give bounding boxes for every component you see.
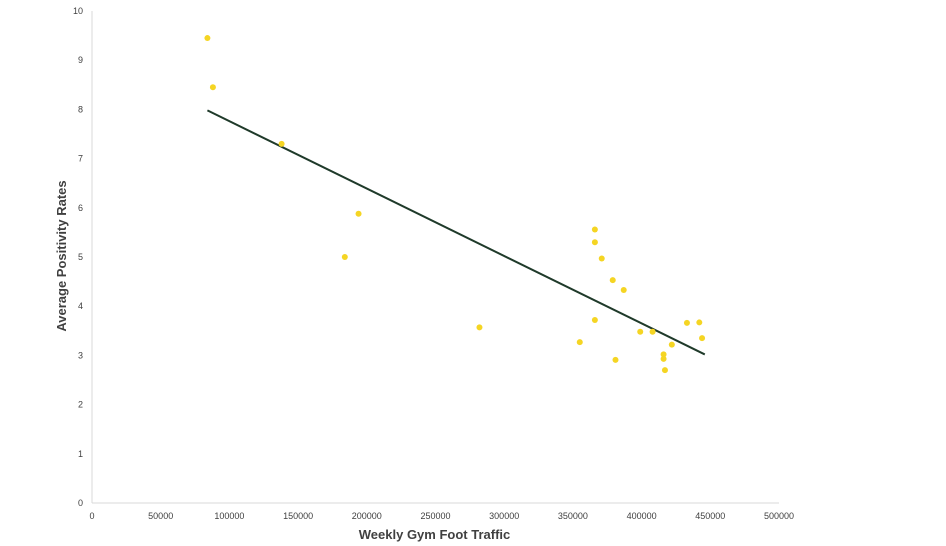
x-tick-label: 50000: [148, 511, 173, 521]
x-tick-label: 350000: [558, 511, 588, 521]
x-tick-label: 300000: [489, 511, 519, 521]
x-tick-label: 250000: [420, 511, 450, 521]
data-point: [637, 328, 644, 335]
data-point: [355, 210, 362, 217]
data-point: [660, 351, 667, 358]
y-tick-label: 2: [78, 400, 83, 410]
data-point: [598, 255, 605, 262]
y-tick-label: 3: [78, 350, 83, 360]
data-point: [576, 339, 583, 346]
y-tick-label: 5: [78, 252, 83, 262]
data-point: [609, 277, 616, 284]
data-point: [661, 367, 668, 374]
data-point: [476, 324, 483, 331]
data-point: [620, 286, 627, 293]
x-tick-labels: 0 50000 100000 150000 200000 250000 300000 3500…: [89, 511, 794, 521]
data-point: [209, 84, 216, 91]
data-point: [591, 316, 598, 323]
x-axis-title: Weekly Gym Foot Traffic: [359, 527, 510, 542]
data-point: [591, 239, 598, 246]
data-point: [204, 35, 211, 42]
y-tick-label: 1: [78, 449, 83, 459]
x-tick-label: 500000: [764, 511, 794, 521]
data-point: [696, 319, 703, 326]
y-tick-label: 6: [78, 203, 83, 213]
data-point: [278, 140, 285, 147]
y-tick-labels: 0 1 2 3 4 5 6 7 8 9 10: [73, 6, 83, 508]
y-tick-label: 4: [78, 301, 83, 311]
x-tick-label: 0: [89, 511, 94, 521]
trendline: [206, 109, 706, 356]
trendline-group: [206, 109, 706, 356]
y-tick-label: 8: [78, 104, 83, 114]
y-tick-label: 10: [73, 6, 83, 16]
y-tick-label: 7: [78, 154, 83, 164]
y-tick-label: 0: [78, 498, 83, 508]
data-point: [668, 341, 675, 348]
x-tick-label: 450000: [695, 511, 725, 521]
x-tick-label: 400000: [627, 511, 657, 521]
data-points: [204, 35, 706, 374]
x-tick-label: 200000: [352, 511, 382, 521]
x-tick-label: 150000: [283, 511, 313, 521]
y-tick-label: 9: [78, 55, 83, 65]
data-point: [341, 254, 348, 260]
data-point: [683, 319, 690, 326]
data-point: [649, 328, 656, 335]
data-point: [660, 355, 667, 362]
data-point: [612, 356, 619, 363]
data-point: [699, 335, 706, 342]
x-tick-label: 100000: [214, 511, 244, 521]
data-point: [591, 226, 598, 233]
y-axis-title: Average Positivity Rates: [54, 180, 69, 331]
axes: [91, 11, 779, 504]
